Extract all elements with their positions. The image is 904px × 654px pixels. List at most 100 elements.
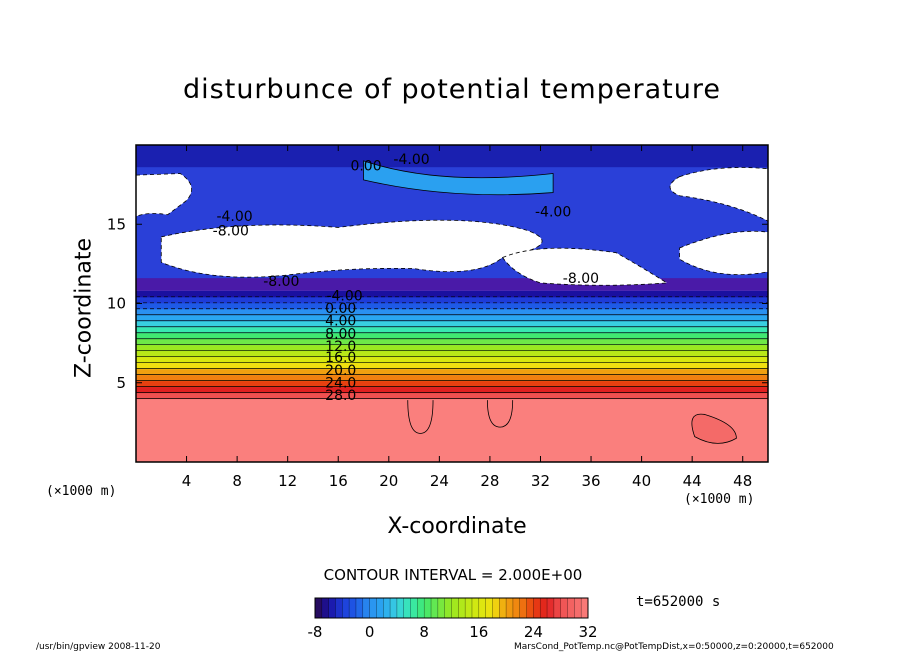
- band: [136, 392, 768, 400]
- colorbar-segment: [512, 598, 521, 618]
- colorbar-segment: [315, 598, 323, 618]
- footer-left: /usr/bin/gpview 2008-11-20: [36, 642, 161, 652]
- out-of-range-region: [679, 230, 768, 276]
- x-tick-label: 32: [531, 472, 550, 490]
- colorbar-segment: [396, 598, 405, 618]
- time-label: t=652000 s: [636, 594, 721, 610]
- contour-label: 20.0: [325, 363, 356, 379]
- colorbar-segment: [342, 598, 350, 618]
- band: [136, 350, 768, 358]
- chart-title: disturbunce of potential temperature: [183, 74, 721, 105]
- band: [136, 356, 768, 364]
- contour-interval: CONTOUR INTERVAL = 2.000E+00: [323, 566, 583, 584]
- contour-label: 4.00: [325, 314, 356, 330]
- band: [136, 302, 768, 310]
- x-tick-label: 28: [480, 472, 499, 490]
- x-tick-label: 36: [581, 472, 600, 490]
- contour-line: [407, 400, 434, 434]
- colorbar-tick-label: 0: [365, 623, 375, 641]
- light-patch: [363, 160, 554, 196]
- colorbar-segment: [519, 598, 527, 618]
- contour-label: 8.00: [325, 326, 356, 342]
- colorbar-segment: [355, 598, 364, 618]
- colorbar-segment: [431, 598, 439, 618]
- band: [136, 368, 768, 376]
- colorbar-border: [314, 597, 589, 619]
- colorbar-segment: [492, 598, 500, 618]
- band: [136, 290, 768, 298]
- footer-right: MarsCond_PotTemp.nc@PotTempDist,x=0:5000…: [514, 642, 834, 652]
- contour-line: [691, 413, 737, 444]
- colorbar-segment: [424, 598, 432, 618]
- contour-field: [136, 145, 768, 462]
- contour-label: 24.0: [325, 376, 356, 392]
- contour-label: -4.00: [326, 288, 362, 304]
- contour-labels: 0.00 -4.00-4.00-4.00-8.00-8.00 -8.00-4.000…: [213, 152, 599, 404]
- band: [136, 296, 768, 304]
- colorbar-segment: [581, 598, 589, 618]
- out-of-range-region: [136, 173, 192, 217]
- colorbar-tick-label: 8: [419, 623, 429, 641]
- purple-strip: [136, 278, 768, 291]
- colorbar-segment: [410, 598, 418, 618]
- x-tick-label: 48: [733, 472, 752, 490]
- x-tick-label: 44: [683, 472, 702, 490]
- colorbar-segment: [553, 598, 561, 618]
- x-unit-left: (×1000 m): [46, 484, 117, 499]
- y-tick-label: 5: [116, 374, 126, 392]
- contour-label: 0.00: [350, 158, 381, 174]
- colorbar-segment: [328, 598, 336, 618]
- contour-label: -8.00: [263, 274, 299, 290]
- colorbar-segment: [540, 598, 548, 618]
- x-axis-label: X-coordinate: [387, 514, 527, 539]
- y-tick-label: 15: [107, 215, 126, 233]
- x-unit-right: (×1000 m): [684, 492, 755, 507]
- band: [136, 308, 768, 316]
- contour-label: 28.0: [325, 388, 356, 404]
- colorbar-segment: [437, 598, 445, 618]
- colorbar-segment: [478, 598, 486, 618]
- colorbar-segment: [335, 598, 343, 618]
- y-tick-label: 10: [107, 295, 126, 313]
- contour-label: -8.00: [213, 223, 249, 239]
- colorbar-segment: [567, 598, 575, 618]
- colorbar-segment: [485, 598, 493, 618]
- colorbar-segment: [362, 598, 370, 618]
- colorbar-segment: [574, 598, 582, 618]
- colorbar-segment: [417, 598, 425, 618]
- x-tick-label: 40: [632, 472, 651, 490]
- colorbar-ticks: -8 0 8 16 24 32: [308, 623, 598, 641]
- band: [136, 326, 768, 334]
- contour-label: 12.0: [325, 339, 356, 355]
- band: [136, 314, 768, 322]
- out-of-range-region: [669, 167, 768, 222]
- x-tick-label: 4: [182, 472, 192, 490]
- colorbar-segment: [526, 598, 534, 618]
- x-tick-label: 20: [379, 472, 398, 490]
- colorbar-segment: [369, 598, 377, 618]
- colorbar-segment: [471, 598, 480, 618]
- out-of-range-region: [160, 219, 543, 278]
- colorbar-segment: [458, 598, 466, 618]
- colorbar-segment: [403, 598, 411, 618]
- band: [136, 386, 768, 394]
- colorbar-segments: [314, 597, 589, 619]
- top-strip: [136, 145, 768, 168]
- colorbar-segment: [383, 598, 391, 618]
- contour-label: -4.00: [216, 209, 252, 225]
- x-tick-label: 12: [278, 472, 297, 490]
- colorbar-segment: [499, 598, 507, 618]
- out-of-range-region: [501, 247, 669, 286]
- band: [136, 320, 768, 328]
- colorbar-segment: [547, 598, 555, 618]
- colorbar-segment: [465, 598, 473, 618]
- colorbar-segment: [451, 598, 459, 618]
- contour-label: -4.00: [535, 204, 571, 220]
- band: [136, 380, 768, 388]
- colorbar-segment: [390, 598, 398, 618]
- colorbar-tick-label: 24: [524, 623, 543, 641]
- contour-line: [486, 400, 514, 428]
- contour-label: 0.00: [325, 301, 356, 317]
- contour-label: -4.00: [393, 152, 429, 168]
